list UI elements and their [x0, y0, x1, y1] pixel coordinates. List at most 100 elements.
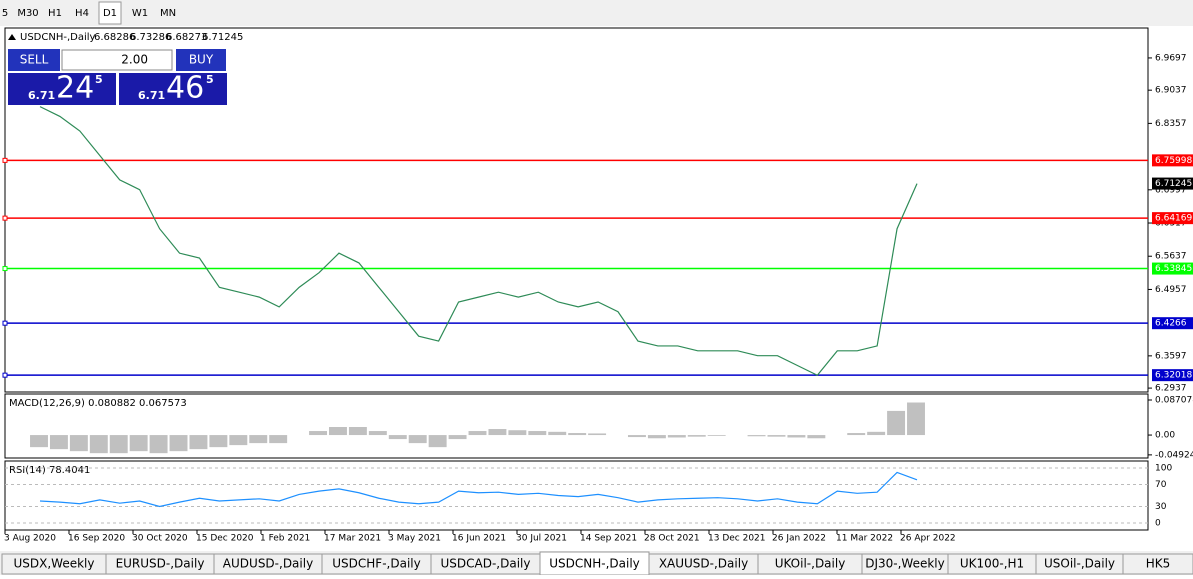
sell-button[interactable]	[8, 49, 60, 71]
level-label-bg	[1152, 154, 1193, 167]
tab-label: USDCNH-,Daily	[549, 557, 640, 571]
macd-bar	[548, 431, 567, 436]
macd-bar	[568, 433, 587, 436]
x-tick-label: 3 May 2021	[388, 534, 441, 544]
macd-bar	[488, 429, 507, 436]
x-tick-label: 30 Jul 2021	[516, 534, 567, 544]
y-tick-label: 30	[1155, 502, 1167, 512]
active-timeframe	[98, 1, 122, 25]
x-tick-label: 26 Apr 2022	[900, 534, 956, 544]
header-close: 6.71245	[202, 32, 243, 43]
tab-label: USDX,Weekly	[14, 557, 95, 571]
timeframe-button[interactable]: 5	[2, 8, 8, 19]
macd-bar	[468, 431, 487, 436]
tab[interactable]	[1122, 553, 1193, 575]
level-handle[interactable]	[2, 266, 8, 272]
level-label-bg	[1152, 317, 1193, 330]
tab-label: UK100-,H1	[960, 557, 1024, 571]
macd-bar	[30, 435, 48, 448]
sell-price-big: 24	[56, 71, 94, 106]
y-tick-label: 70	[1155, 480, 1167, 490]
collapse-icon[interactable]	[8, 34, 16, 40]
price-label-bg	[1152, 177, 1193, 190]
current-price: 6.71245	[1155, 179, 1192, 189]
buy-price-small: 6.71	[138, 89, 165, 102]
timeframe-button[interactable]: M30	[17, 8, 38, 19]
y-tick-label: 0	[1155, 519, 1161, 529]
rsi-line	[39, 471, 918, 508]
macd-bar	[229, 435, 248, 446]
macd-bar	[867, 431, 886, 436]
y-tick-label: 6.9697	[1155, 53, 1187, 63]
x-tick-label: 15 Dec 2020	[196, 534, 254, 544]
buy-price-box[interactable]	[119, 73, 227, 105]
timeframe-button[interactable]: H1	[48, 8, 62, 19]
tab-label: AUDUSD-,Daily	[223, 557, 313, 571]
macd-bar	[368, 431, 387, 436]
y-tick-label: 0.087078	[1155, 396, 1193, 406]
y-tick-label: 6.4957	[1155, 285, 1187, 295]
level-label: 6.4266	[1155, 319, 1187, 329]
x-tick-label: 16 Jun 2021	[452, 534, 506, 544]
macd-bar	[69, 435, 88, 452]
tab-label: XAUUSD-,Daily	[659, 557, 748, 571]
x-tick-label: 16 Sep 2020	[68, 534, 125, 544]
level-handle[interactable]	[2, 372, 8, 378]
rsi-panel	[4, 460, 1149, 531]
level-handle[interactable]	[2, 157, 8, 163]
timeframe-button[interactable]: W1	[132, 8, 148, 19]
macd-bar	[388, 435, 407, 440]
y-tick-label: 6.2937	[1155, 384, 1187, 394]
macd-bar	[508, 430, 527, 436]
macd-bar	[448, 435, 467, 440]
buy-price-big: 46	[166, 71, 204, 106]
level-label: 6.53845	[1155, 264, 1192, 274]
x-tick-label: 1 Feb 2021	[260, 534, 310, 544]
sell-price-box[interactable]	[8, 73, 116, 105]
tab-label: EURUSD-,Daily	[116, 557, 205, 571]
macd-bar	[269, 435, 288, 444]
y-tick-label: 6.3597	[1155, 351, 1187, 361]
x-tick-label: 11 Mar 2022	[836, 534, 893, 544]
buy-price-pip: 5	[206, 73, 214, 86]
header-symbol: USDCNH-,Daily	[20, 32, 96, 43]
level-handle[interactable]	[2, 320, 8, 326]
y-tick-label: 6.8357	[1155, 119, 1187, 129]
tab-label: USDCHF-,Daily	[332, 557, 420, 571]
level-label-bg	[1152, 369, 1193, 382]
timeframe-button[interactable]: H4	[75, 8, 89, 19]
macd-bar	[189, 435, 208, 450]
macd-bar	[747, 435, 766, 437]
macd-bar	[807, 435, 826, 439]
price-line	[39, 106, 918, 376]
macd-bar	[129, 435, 148, 452]
volume: 2.00	[121, 53, 148, 67]
volume-input[interactable]	[61, 49, 173, 71]
timeframe-button[interactable]: D1	[103, 8, 117, 19]
header-low: 6.68273	[166, 32, 207, 43]
macd-label: MACD(12,26,9) 0.080882 0.067573	[9, 398, 187, 409]
tab-label: DJ30-,Weekly	[865, 557, 945, 571]
buy-button[interactable]	[176, 49, 226, 71]
toolbar	[0, 0, 1193, 26]
macd-bar	[907, 402, 925, 436]
macd-bar	[329, 427, 347, 436]
macd-bar	[588, 433, 607, 436]
x-tick-label: 17 Mar 2021	[324, 534, 381, 544]
macd-bar	[49, 435, 68, 450]
macd-bar	[428, 435, 447, 448]
macd-bar	[309, 431, 328, 436]
timeframe-button[interactable]: MN	[160, 8, 176, 19]
macd-bar	[667, 435, 686, 438]
sell-price-pip: 5	[95, 73, 103, 86]
macd-bar	[847, 433, 866, 436]
level-label: 6.32018	[1155, 371, 1192, 381]
macd-bar	[348, 427, 367, 436]
y-tick-label: 6.9037	[1155, 86, 1187, 96]
level-handle[interactable]	[2, 215, 8, 221]
x-tick-label: 14 Sep 2021	[580, 534, 637, 544]
macd-bar	[249, 435, 268, 444]
macd-bar	[169, 435, 188, 452]
macd-bar	[787, 435, 806, 438]
